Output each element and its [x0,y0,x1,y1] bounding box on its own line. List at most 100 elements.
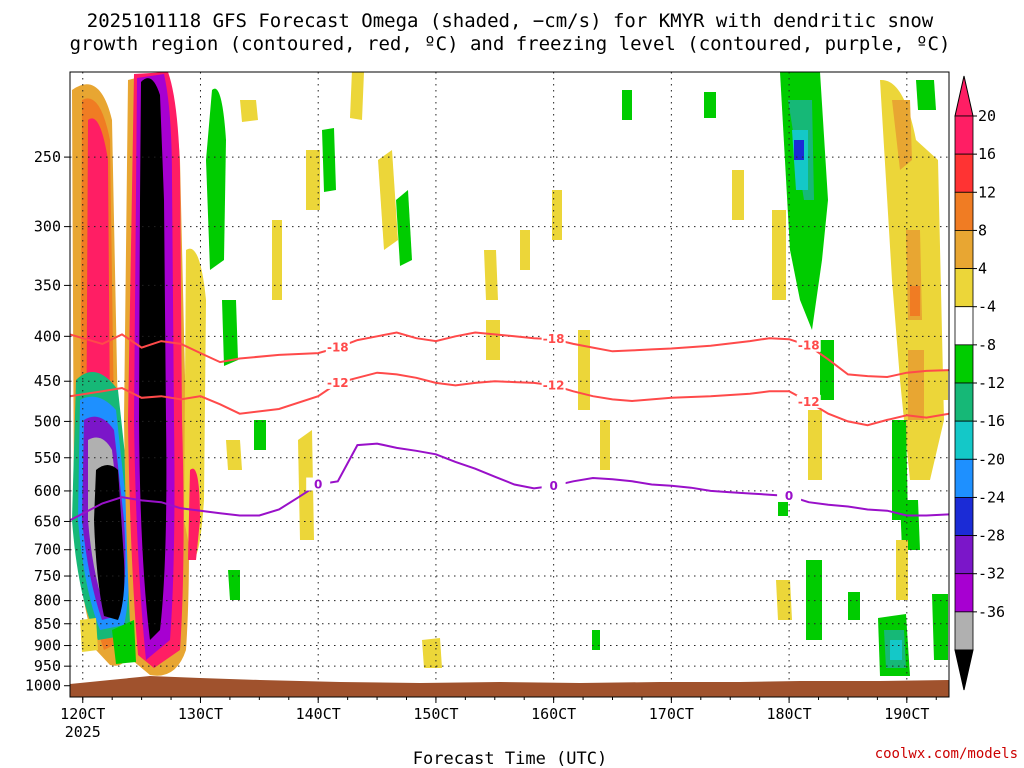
y-tick-label: 1000 [25,677,61,695]
colorbar-label: 16 [978,145,996,163]
contour-label-bg [796,338,821,352]
y-tick-label: 900 [34,637,61,655]
omega-region [600,420,610,470]
y-tick-label: 800 [34,592,61,610]
omega-region [794,140,804,160]
contour-label-bg [541,332,566,346]
omega-region [916,80,936,110]
contour-label-bg [325,340,350,354]
x-tick-label: 120CT [60,705,105,723]
colorbar-swatch [954,458,974,498]
contour-line-0 [70,442,949,522]
omega-region [780,72,828,330]
omega-region [578,330,590,410]
colorbar-swatch [954,497,974,536]
omega-region [896,540,908,600]
contour-label-bg [541,378,566,392]
colorbar-swatch [954,153,974,193]
omega-region [622,90,632,120]
x-tick-label: 170CT [649,705,694,723]
omega-region [808,410,822,480]
y-tick-label: 850 [34,615,61,633]
omega-region [222,300,238,366]
y-tick-label: 600 [34,482,61,500]
chart-title-line2: growth region (contoured, red, ºC) and f… [70,33,951,55]
omega-region [139,78,167,641]
colorbar-swatch [954,382,974,422]
contour-label-bg [796,394,821,408]
colorbar-label: -12 [978,374,1005,392]
omega-region [80,618,98,652]
contour-label: -12 [543,378,565,392]
colorbar-label: 12 [978,183,996,201]
omega-region [806,560,822,640]
colorbar-label: -36 [978,603,1005,621]
x-tick-label: 190CT [884,705,929,723]
omega-region [486,320,500,360]
y-tick-label: 400 [34,327,61,345]
colorbar-swatch [954,344,974,384]
omega-region [704,92,716,118]
omega-region [592,630,600,650]
omega-region [776,580,792,620]
omega-region [322,128,336,192]
y-tick-label: 250 [34,148,61,166]
omega-shading [72,72,948,676]
y-tick-label: 650 [34,512,61,530]
omega-region [892,100,912,170]
omega-region [112,620,136,664]
contour-label-bg [325,375,350,389]
contour-label-bg [777,488,802,502]
y-tick-label: 300 [34,218,61,236]
chart-grid [70,72,949,697]
x-axis-label: Forecast Time (UTC) [413,749,607,768]
contour-label: 0 [314,478,322,492]
x-tick-label: 180CT [767,705,812,723]
colorbar-label: -20 [978,450,1005,468]
x-tick-label: 140CT [296,705,341,723]
colorbar-label: -8 [978,336,996,354]
omega-region [484,250,498,300]
colorbar-swatch [954,268,974,308]
x-tick-label: 130CT [178,705,223,723]
contour-label: 0 [549,479,557,493]
omega-region [184,248,206,561]
y-tick-label: 950 [34,657,61,675]
contour-label: -18 [543,332,565,346]
terrain-ground [70,676,949,697]
contour-label-bg [541,478,566,492]
omega-region [552,190,562,240]
colorbar-label: 4 [978,260,987,278]
colorbar-swatch [954,573,974,613]
colorbar-label: -4 [978,298,996,316]
omega-region [272,220,282,300]
omega-region [910,286,920,316]
omega-region [240,100,258,122]
omega-region [890,640,902,660]
omega-region [732,170,744,220]
colorbar: 20 16 12 8 4 -4 -8 -12 -16 -20 -24 -28 -32 -36 [954,75,1005,691]
omega-region [378,150,398,250]
x-tick-label: 160CT [531,705,576,723]
y-tick-label: 350 [34,276,61,294]
omega-region [820,340,834,400]
omega-region [772,210,786,300]
omega-region [396,190,412,266]
temperature-contours: -18 -18 -18 -12 -12 -12 0 0 0 [70,331,949,522]
omega-region [520,230,530,270]
plot-frame [69,71,950,698]
y-tick-label: 750 [34,567,61,585]
omega-region [228,570,240,600]
y-tick-label: 550 [34,449,61,467]
colorbar-bottom-arrow [954,649,974,691]
contour-label: -18 [327,341,349,355]
omega-region [932,594,948,660]
credit-text: coolwx.com/models [875,746,1018,762]
y-tick-label: 450 [34,372,61,390]
omega-region [938,370,948,400]
colorbar-swatch [954,230,974,269]
y-tick-label: 700 [34,541,61,559]
y-tick-label: 500 [34,412,61,430]
contour-label: -12 [798,395,820,409]
